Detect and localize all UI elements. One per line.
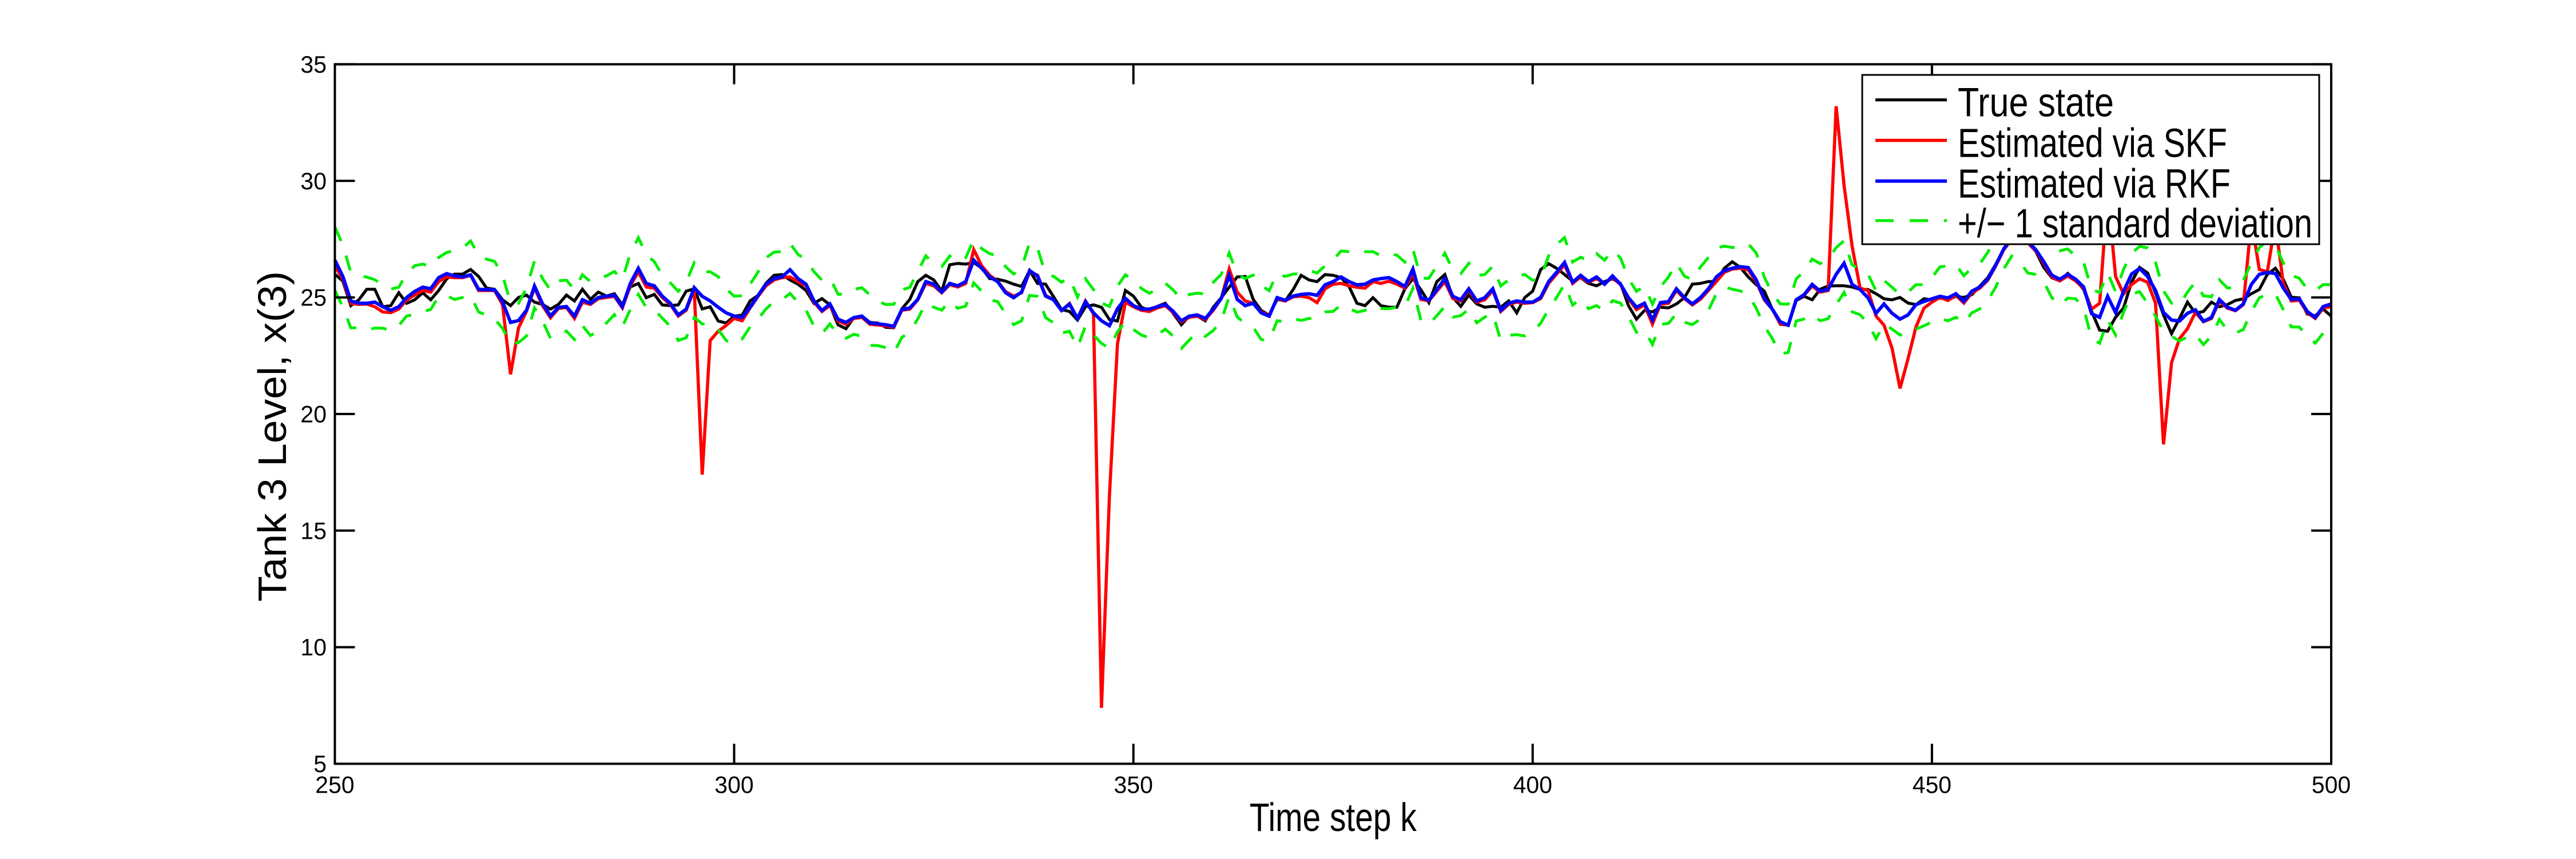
svg-text:+/− 1 standard deviation: +/− 1 standard deviation [1958,201,2312,246]
svg-text:400: 400 [1513,771,1552,798]
svg-text:10: 10 [300,634,327,661]
svg-text:250: 250 [315,771,354,798]
svg-text:500: 500 [2312,771,2351,798]
svg-text:35: 35 [300,51,327,78]
svg-text:450: 450 [1913,771,1951,798]
svg-text:Estimated via SKF: Estimated via SKF [1958,121,2227,166]
svg-text:15: 15 [300,517,327,544]
svg-text:300: 300 [714,771,753,798]
svg-text:Tank 3 Level, x(3): Tank 3 Level, x(3) [250,271,295,602]
svg-text:Time step k: Time step k [1250,795,1417,840]
svg-text:True state: True state [1958,81,2114,126]
svg-text:5: 5 [313,750,327,777]
svg-text:20: 20 [300,401,327,428]
svg-text:25: 25 [300,284,327,311]
svg-text:30: 30 [300,168,327,194]
svg-text:350: 350 [1114,771,1153,798]
svg-text:Estimated via RKF: Estimated via RKF [1958,162,2231,207]
